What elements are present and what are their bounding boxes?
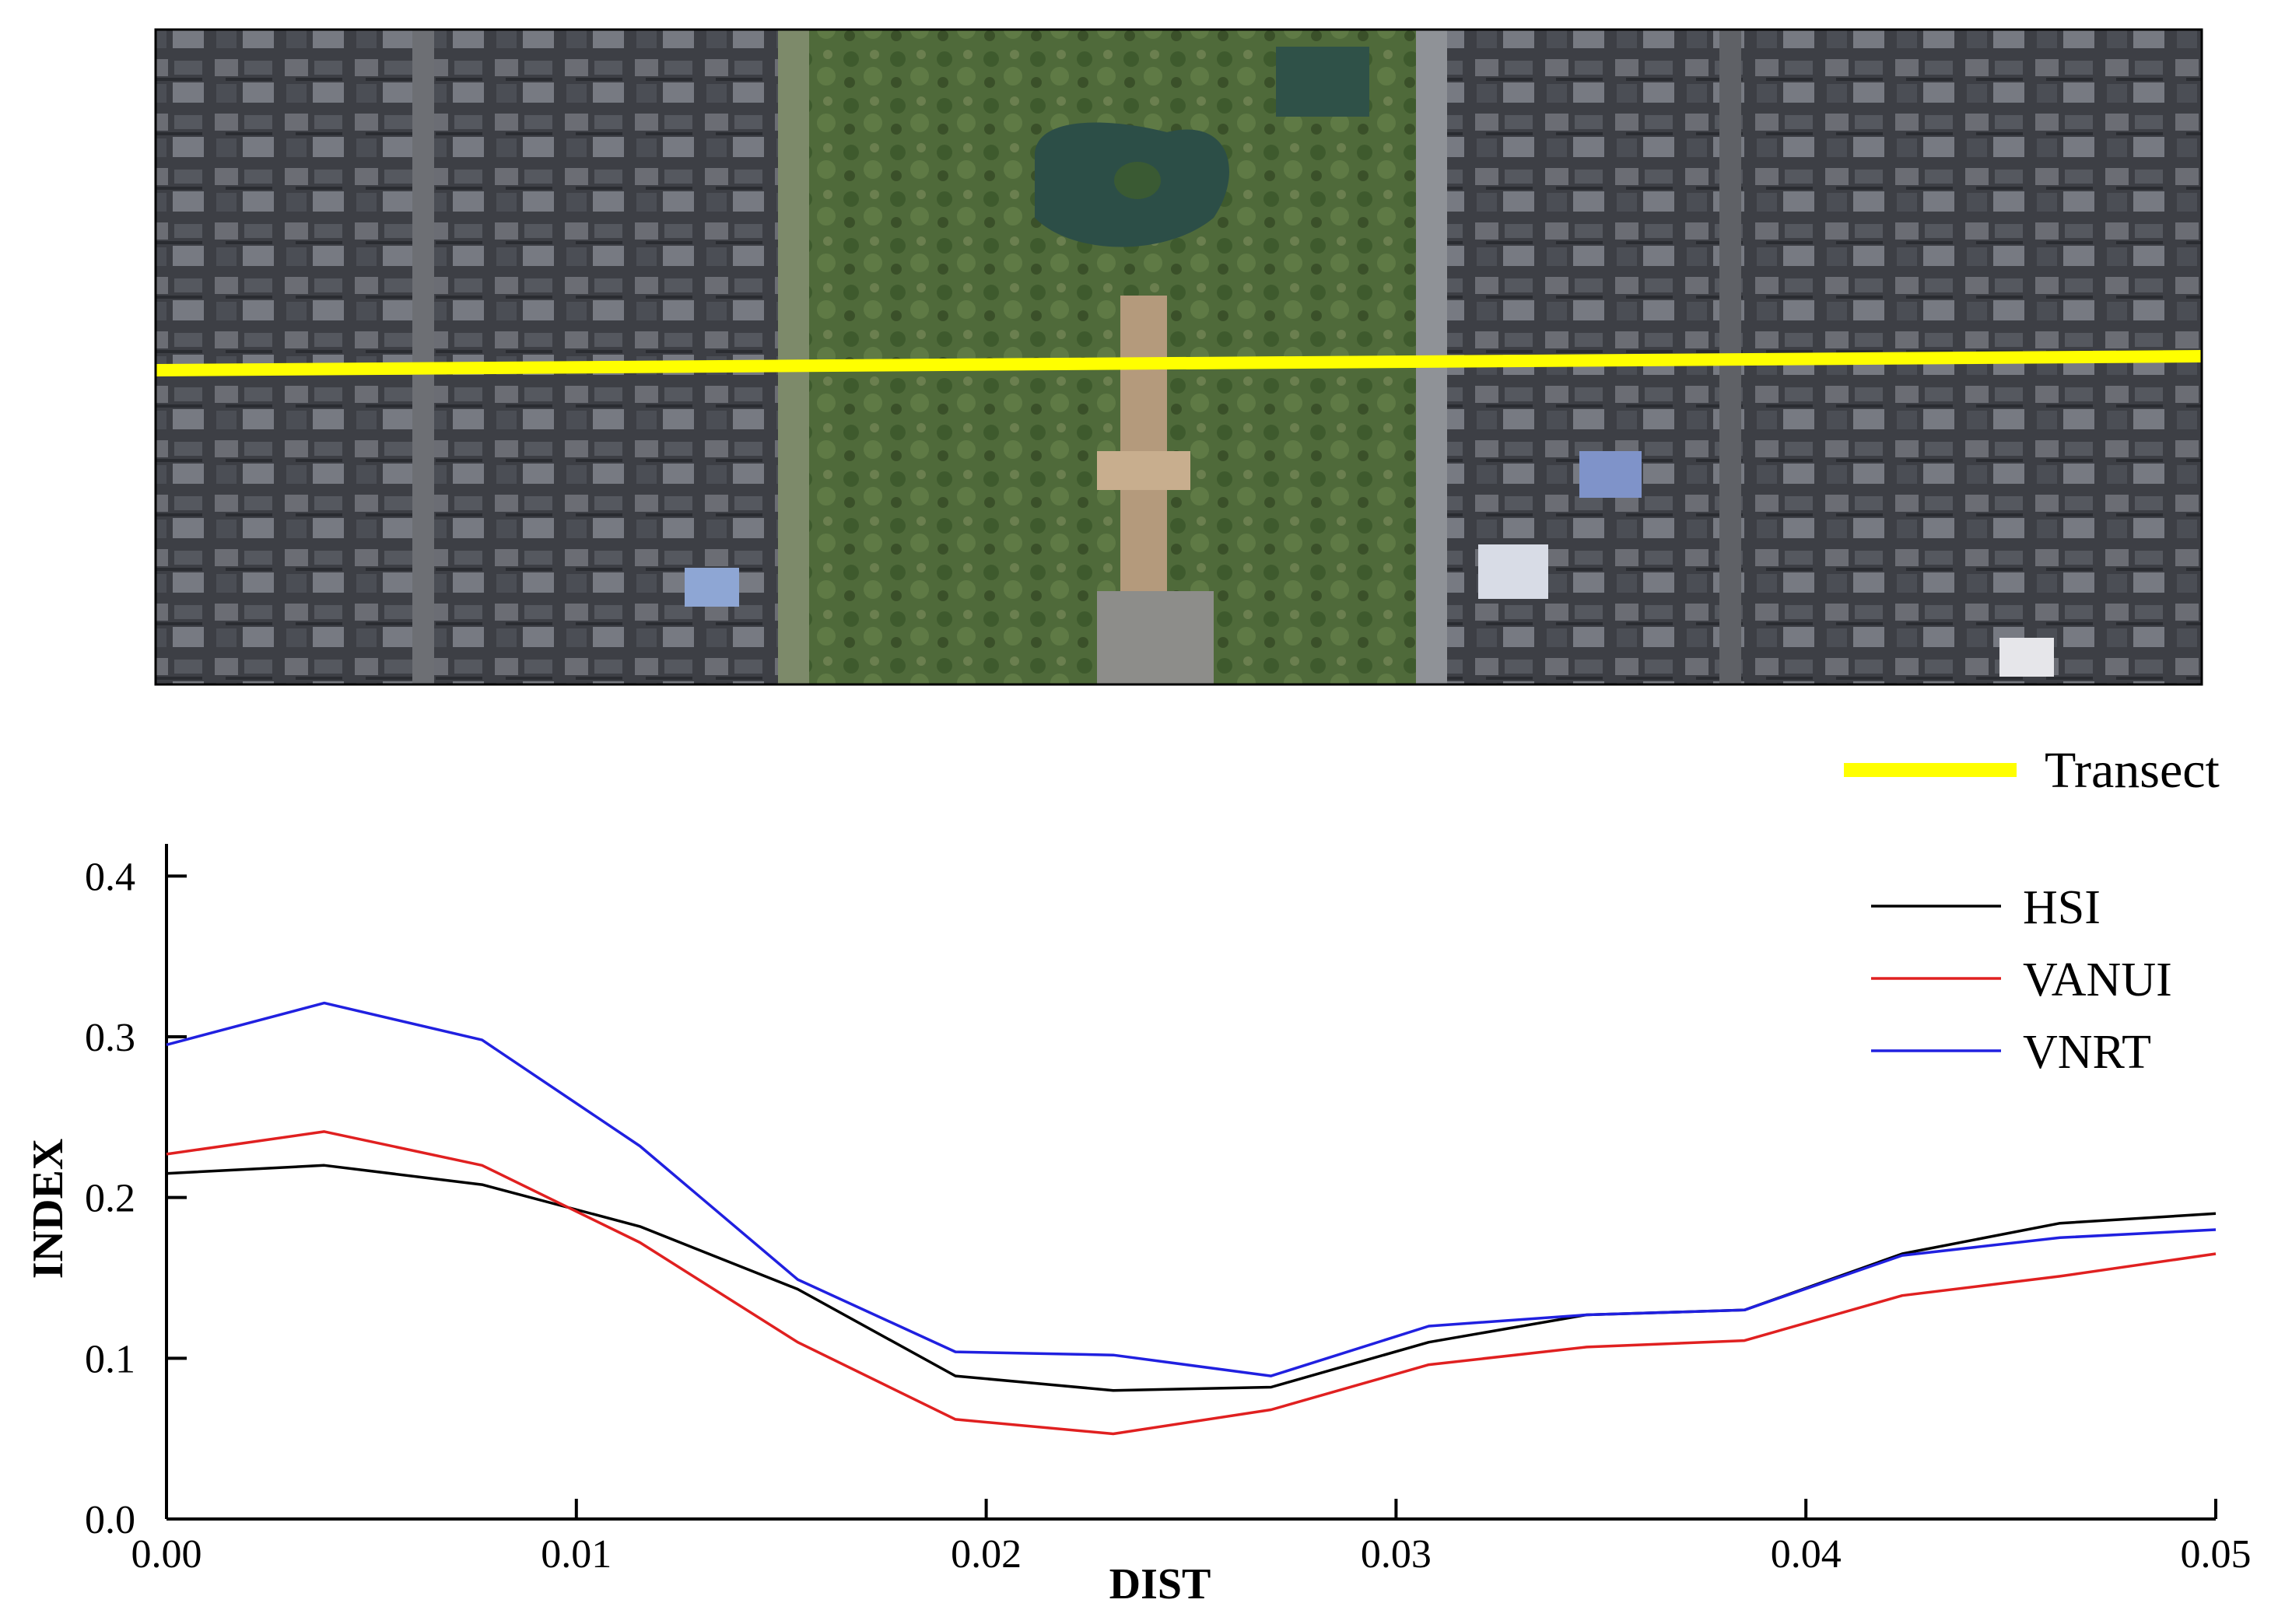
- y-tick-label: 0.0: [85, 1498, 135, 1542]
- satellite-image: [154, 28, 2203, 686]
- legend-label-hsi: HSI: [2023, 881, 2101, 934]
- y-axis-title: INDEX: [24, 1139, 72, 1279]
- series-line-vnrt: [166, 1001, 2217, 1377]
- legend-label-vanui: VANUI: [2023, 954, 2172, 1006]
- index-line-chart: 0.0 0.1 0.2 0.3 0.4 0.00 0.01 0.02 0.03 0.04 0.05…: [24, 844, 2252, 1608]
- y-tick-label: 0.3: [85, 1016, 135, 1060]
- x-tick-label: 0.00: [131, 1532, 202, 1577]
- x-tick-label: 0.03: [1361, 1532, 1432, 1577]
- x-axis-title: DIST: [1109, 1560, 1211, 1608]
- x-axis: 0.00 0.01 0.02 0.03 0.04 0.05: [131, 1499, 2252, 1577]
- x-tick-label: 0.01: [541, 1532, 612, 1577]
- y-tick-label: 0.2: [85, 1177, 135, 1221]
- transect-legend: Transect: [1844, 742, 2220, 799]
- legend-label-vnrt: VNRT: [2023, 1026, 2151, 1079]
- transect-line: [155, 350, 2203, 376]
- y-tick-label: 0.1: [85, 1337, 135, 1381]
- series-line-hsi: [166, 1164, 2217, 1392]
- x-tick-label: 0.05: [2181, 1532, 2252, 1577]
- y-tick-label: 0.4: [85, 855, 135, 899]
- x-tick-label: 0.04: [1771, 1532, 1842, 1577]
- transect-legend-label: Transect: [2045, 742, 2220, 799]
- x-tick-label: 0.02: [951, 1532, 1022, 1577]
- y-axis: 0.0 0.1 0.2 0.3 0.4: [85, 844, 187, 1542]
- series-line-vanui: [166, 1130, 2217, 1436]
- series-lines: [166, 1001, 2217, 1436]
- chart-legend: HSI VANUI VNRT: [1871, 881, 2172, 1079]
